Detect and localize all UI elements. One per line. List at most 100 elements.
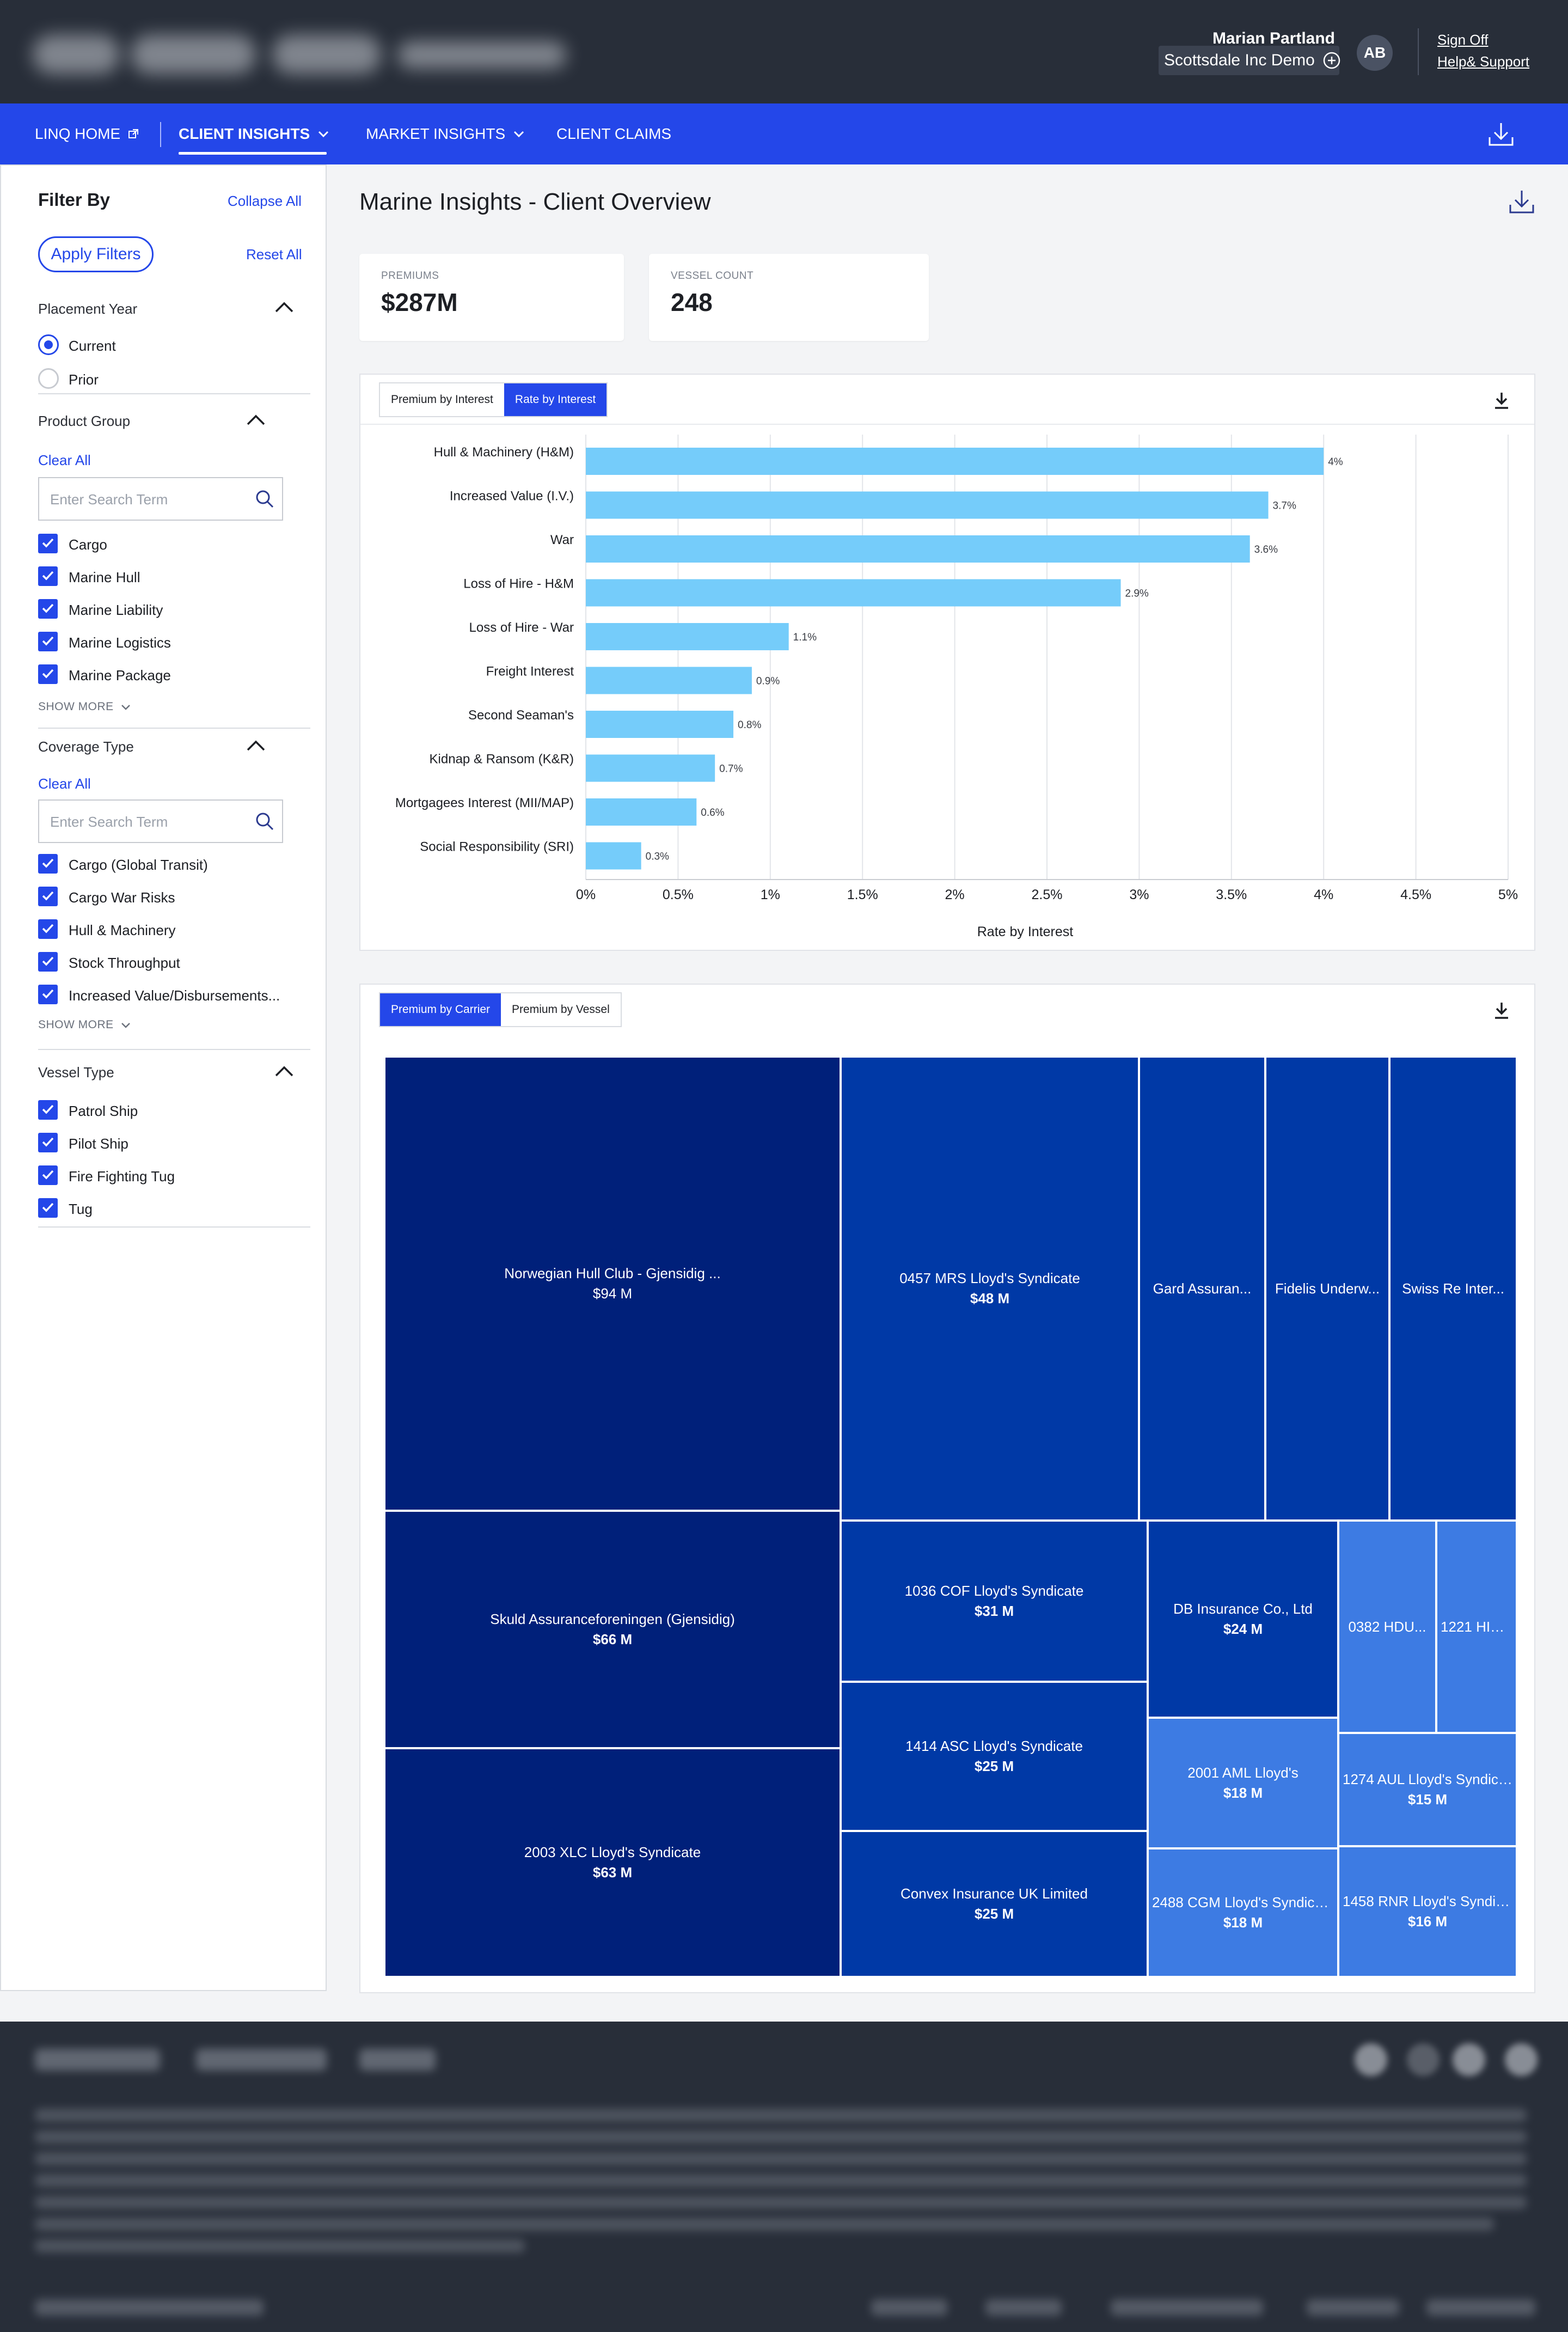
tab-rate-by-interest[interactable]: Rate by Interest: [504, 383, 607, 416]
coverage-type-search[interactable]: [38, 799, 283, 843]
product-group-search[interactable]: [38, 477, 283, 521]
checkbox-stock-throughput[interactable]: [38, 952, 58, 972]
checkbox-increased-value[interactable]: [38, 985, 58, 1004]
show-more-label: SHOW MORE: [38, 1018, 114, 1031]
coverage-type-clear-all[interactable]: Clear All: [38, 776, 91, 792]
checkbox-marine-logistics[interactable]: [38, 632, 58, 651]
treemap-tile[interactable]: 1458 RNR Lloyd's Syndicate $16 M: [1338, 1846, 1517, 1977]
treemap-tile[interactable]: 2001 AML Lloyd's $18 M: [1148, 1718, 1338, 1848]
chevron-up-icon[interactable]: [274, 1065, 294, 1077]
treemap-tile[interactable]: 1274 AUL Lloyd's Syndicate $15 M: [1338, 1733, 1517, 1846]
nav-client-insights[interactable]: CLIENT INSIGHTS: [179, 103, 329, 164]
help-support-link[interactable]: Help& Support: [1437, 53, 1530, 70]
reset-all-link[interactable]: Reset All: [246, 246, 302, 262]
treemap-tile[interactable]: Norwegian Hull Club - Gjensidig ... $94 M: [384, 1057, 841, 1511]
treemap-tile[interactable]: 0382 HDU...: [1338, 1521, 1436, 1733]
treemap-tile[interactable]: DB Insurance Co., Ltd $24 M: [1148, 1521, 1338, 1718]
checkbox-patrol-ship[interactable]: [38, 1100, 58, 1120]
tab-premium-by-interest[interactable]: Premium by Interest: [380, 383, 504, 416]
divider: [38, 1226, 310, 1228]
footer-text-blurred: [35, 2109, 1527, 2122]
radio-current[interactable]: [38, 334, 59, 355]
bar: [586, 711, 734, 738]
treemap-tile-name: 0382 HDU...: [1348, 1618, 1426, 1635]
product-group-show-more[interactable]: SHOW MORE: [38, 700, 131, 713]
checkbox-hull-machinery[interactable]: [38, 919, 58, 939]
bar-data-label: 3.6%: [1254, 544, 1278, 555]
checkbox-cargo-war-risks[interactable]: [38, 887, 58, 906]
nav-client-claims[interactable]: CLIENT CLAIMS: [556, 103, 671, 164]
product-group-search-input[interactable]: [49, 488, 247, 511]
chevron-up-icon[interactable]: [274, 301, 294, 313]
checkbox-label: Patrol Ship: [69, 1103, 138, 1119]
nav-market-insights[interactable]: MARKET INSIGHTS: [366, 103, 525, 164]
avatar[interactable]: AB: [1357, 35, 1393, 71]
checkbox-cargo-global-transit[interactable]: [38, 854, 58, 874]
treemap-tile[interactable]: 2003 XLC Lloyd's Syndicate $63 M: [384, 1748, 841, 1977]
treemap-tile-name: Norwegian Hull Club - Gjensidig ...: [504, 1265, 721, 1281]
treemap-tile[interactable]: 1036 COF Lloyd's Syndicate $31 M: [841, 1521, 1148, 1682]
chevron-up-icon[interactable]: [246, 414, 266, 426]
checkbox-marine-liability[interactable]: [38, 599, 58, 619]
bar: [586, 754, 715, 782]
tab-premium-by-carrier[interactable]: Premium by Carrier: [380, 993, 501, 1026]
download-icon[interactable]: [1507, 187, 1536, 217]
treemap-tile[interactable]: Swiss Re Inter...: [1389, 1057, 1517, 1521]
treemap-tile[interactable]: Skuld Assuranceforeningen (Gjensidig) $66…: [384, 1511, 841, 1748]
rate-panel-tabs: Premium by Interest Rate by Interest: [379, 382, 608, 417]
checkbox-label: Marine Package: [69, 667, 171, 683]
social-icon-blurred: [1407, 2043, 1440, 2076]
download-icon[interactable]: [1491, 1000, 1512, 1022]
radio-prior[interactable]: [38, 368, 59, 389]
treemap-tile[interactable]: 1414 ASC Lloyd's Syndicate $25 M: [841, 1682, 1148, 1831]
checkbox-tug[interactable]: [38, 1198, 58, 1218]
checkbox-fire-fighting-tug[interactable]: [38, 1165, 58, 1185]
page-title: Marine Insights - Client Overview: [359, 188, 711, 215]
search-icon[interactable]: [254, 810, 275, 832]
treemap-tile[interactable]: Convex Insurance UK Limited $25 M: [841, 1831, 1148, 1977]
checkbox-label: Marine Hull: [69, 569, 140, 585]
nav-linq-home[interactable]: LINQ HOME: [35, 103, 139, 164]
sign-off-link[interactable]: Sign Off: [1437, 32, 1489, 48]
collapse-all-link[interactable]: Collapse All: [228, 193, 302, 209]
coverage-type-show-more[interactable]: SHOW MORE: [38, 1018, 131, 1031]
checkbox-label: Marine Logistics: [69, 634, 171, 651]
download-icon[interactable]: [1491, 390, 1512, 412]
divider: [38, 728, 310, 729]
x-tick-label: 5%: [1498, 887, 1518, 902]
treemap-tile-value: $18 M: [1223, 1914, 1263, 1931]
tab-premium-by-vessel[interactable]: Premium by Vessel: [501, 993, 621, 1026]
checkbox-marine-package[interactable]: [38, 664, 58, 684]
treemap-tile[interactable]: Gard Assuran...: [1139, 1057, 1265, 1521]
coverage-type-search-input[interactable]: [49, 810, 247, 833]
treemap-tile[interactable]: Fidelis Underw...: [1265, 1057, 1389, 1521]
social-icon-blurred: [1453, 2043, 1485, 2076]
treemap-tile-value: $66 M: [592, 1631, 633, 1647]
chevron-up-icon[interactable]: [246, 740, 266, 752]
search-icon[interactable]: [254, 488, 275, 510]
client-selector[interactable]: Scottsdale Inc Demo: [1159, 46, 1341, 75]
treemap-tile[interactable]: 0457 MRS Lloyd's Syndicate $48 M: [841, 1057, 1139, 1521]
apply-filters-button[interactable]: Apply Filters: [38, 236, 154, 272]
plus-circle-icon[interactable]: [1322, 51, 1341, 70]
treemap-tile-name: 2488 CGM Lloyd's Syndicate: [1152, 1894, 1334, 1910]
treemap-tile-name: Convex Insurance UK Limited: [901, 1885, 1088, 1902]
x-axis-title: Rate by Interest: [977, 924, 1074, 939]
product-group-clear-all[interactable]: Clear All: [38, 452, 91, 468]
bar-data-label: 0.7%: [719, 764, 743, 775]
x-tick-label: 4%: [1314, 887, 1333, 902]
treemap-tile[interactable]: 2488 CGM Lloyd's Syndicate $18 M: [1148, 1848, 1338, 1977]
download-icon[interactable]: [1486, 120, 1516, 149]
bar-data-label: 2.9%: [1125, 588, 1149, 600]
bar: [586, 842, 641, 870]
checkbox-pilot-ship[interactable]: [38, 1133, 58, 1152]
footer-text-blurred: [35, 2196, 1527, 2209]
checkbox-cargo[interactable]: [38, 534, 58, 553]
bar: [586, 491, 1269, 519]
chevron-down-icon: [121, 1022, 130, 1028]
social-icon-blurred: [1505, 2043, 1538, 2076]
treemap-tile[interactable]: 1221 HIG...: [1436, 1521, 1517, 1733]
footer-blurred: [0, 2022, 1568, 2332]
checkbox-marine-hull[interactable]: [38, 566, 58, 586]
x-tick-label: 2.5%: [1032, 887, 1063, 902]
